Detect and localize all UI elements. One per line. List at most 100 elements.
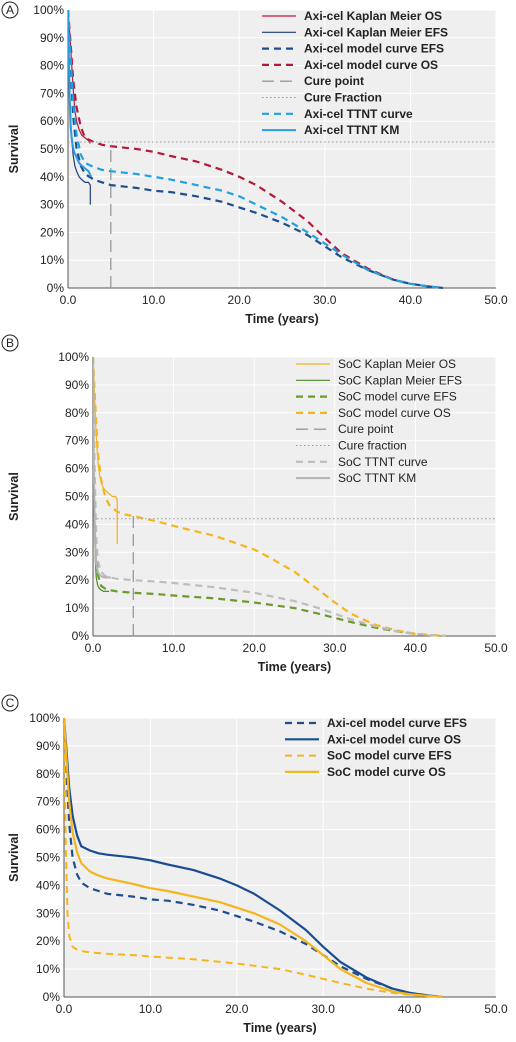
legend-entry: SoC model curve EFS: [338, 390, 457, 404]
series-line-1: [64, 717, 443, 998]
y-tick-label: 30%: [65, 545, 89, 559]
legend-entry: Axi-cel Kaplan Meier EFS: [304, 25, 448, 39]
y-tick-label: 0%: [47, 281, 65, 295]
gridlines: [68, 9, 497, 288]
y-tick-label: 60%: [65, 462, 89, 476]
gridlines: [64, 717, 497, 997]
y-tick-label: 0%: [72, 629, 90, 643]
legend-entry: SoC model curve OS: [338, 406, 451, 420]
x-tick-label: 20.0: [228, 293, 252, 307]
y-tick-label: 70%: [65, 434, 89, 448]
y-tick-label: 0%: [43, 990, 61, 1004]
legend-entry: Cure fraction: [338, 439, 407, 453]
y-tick-label: 20%: [65, 573, 89, 587]
series-group: [64, 717, 443, 998]
x-tick-label: 0.0: [85, 641, 102, 655]
panel-label-text: C: [6, 696, 15, 710]
legend-entry: Axi-cel TTNT curve: [304, 107, 413, 121]
y-tick-label: 100%: [58, 350, 89, 364]
legend-entry: Axi-cel model curve OS: [327, 732, 461, 746]
legend-entry: SoC Kaplan Meier OS: [338, 357, 456, 371]
y-tick-label: 10%: [65, 601, 89, 615]
y-tick-label: 50%: [40, 142, 64, 156]
y-tick-label: 90%: [65, 378, 89, 392]
x-tick-label: 10.0: [142, 293, 166, 307]
legend-entry: Axi-cel Kaplan Meier OS: [304, 9, 442, 23]
series-line-7: [68, 9, 93, 178]
series-line-6: [93, 356, 447, 637]
legend-entry: SoC model curve OS: [327, 765, 446, 779]
series-group: [93, 356, 496, 637]
y-tick-label: 20%: [40, 225, 64, 239]
series-line-6: [68, 9, 444, 289]
panel-label-circle: [1, 694, 19, 712]
panel-label-text: A: [6, 3, 14, 17]
chart-panel-c: C 0.0 10.0 20.0 30.0 40.0 50.0 0% 10% 20% 30% 40% 50…: [1, 694, 508, 1035]
x-tick-label: 50.0: [484, 641, 508, 655]
x-tick-label: 30.0: [312, 1002, 336, 1016]
y-tick-label: 100%: [33, 3, 64, 17]
series-line-7: [93, 356, 111, 579]
x-tick-label: 30.0: [323, 641, 347, 655]
legend-entry: Cure point: [304, 74, 364, 88]
series-line-3: [68, 9, 444, 289]
x-tick-label: 0.0: [56, 1002, 73, 1016]
legend-entry: SoC TTNT curve: [338, 455, 428, 469]
chart-panel-a: A 0.0 10.0 20.0 30.0 40.0 50.0 0% 10% 20% 30% 40% 50…: [1, 1, 508, 326]
x-tick-label: 20.0: [225, 1002, 249, 1016]
x-tick-label: 0.0: [60, 293, 77, 307]
y-tick-label: 100%: [29, 711, 60, 725]
x-axis-title: Time (years): [258, 660, 331, 674]
y-axis-title: Survival: [7, 472, 21, 521]
y-tick-label: 30%: [36, 906, 60, 920]
y-tick-label: 70%: [36, 795, 60, 809]
legend-entry: Cure Fraction: [304, 91, 382, 105]
x-tick-label: 50.0: [484, 1002, 508, 1016]
x-axis-title: Time (years): [243, 1021, 316, 1035]
panel-label-circle: [1, 1, 19, 19]
y-tick-label: 50%: [65, 490, 89, 504]
y-axis-title: Survival: [7, 125, 21, 174]
x-tick-label: 20.0: [243, 641, 267, 655]
panel-label: C: [1, 694, 19, 712]
legend-entry: Cure point: [338, 422, 394, 436]
legend: Axi-cel model curve EFS Axi-cel model cur…: [285, 716, 467, 779]
y-tick-label: 50%: [36, 851, 60, 865]
y-tick-label: 80%: [65, 406, 89, 420]
panel-label-circle: [1, 334, 19, 352]
series-line-0: [64, 717, 443, 998]
y-tick-label: 60%: [40, 114, 64, 128]
panel-label: A: [1, 1, 19, 19]
y-tick-label: 80%: [36, 767, 60, 781]
chart-panel-b: B 0.0 10.0 20.0 30.0 40.0 50.0 0% 10% 20% 30% 40% 50…: [1, 334, 508, 674]
y-tick-label: 80%: [40, 59, 64, 73]
y-tick-label: 30%: [40, 198, 64, 212]
legend-entry: Axi-cel TTNT KM: [304, 123, 399, 137]
legend-entry: SoC TTNT KM: [338, 471, 416, 485]
legend: SoC Kaplan Meier OS SoC Kaplan Meier EFS S…: [296, 357, 462, 485]
x-tick-label: 50.0: [484, 293, 508, 307]
y-tick-label: 40%: [40, 170, 64, 184]
series-group: [68, 9, 496, 289]
y-tick-label: 40%: [36, 878, 60, 892]
legend: Axi-cel Kaplan Meier OS Axi-cel Kaplan Me…: [262, 9, 448, 137]
y-tick-label: 90%: [40, 31, 64, 45]
y-tick-label: 40%: [65, 517, 89, 531]
x-tick-label: 30.0: [313, 293, 337, 307]
legend-entry: SoC model curve EFS: [327, 749, 452, 763]
legend-entry: Axi-cel model curve OS: [304, 58, 438, 72]
y-axis-title: Survival: [7, 833, 21, 882]
y-tick-label: 20%: [36, 934, 60, 948]
x-tick-label: 10.0: [139, 1002, 163, 1016]
x-tick-label: 40.0: [399, 293, 423, 307]
y-tick-label: 70%: [40, 86, 64, 100]
y-tick-label: 10%: [40, 253, 64, 267]
y-tick-label: 60%: [36, 823, 60, 837]
x-tick-label: 10.0: [162, 641, 186, 655]
x-axis-title: Time (years): [245, 312, 318, 326]
x-tick-label: 40.0: [398, 1002, 422, 1016]
legend-entry: SoC Kaplan Meier EFS: [338, 373, 462, 387]
legend-entry: Axi-cel model curve EFS: [327, 716, 467, 730]
